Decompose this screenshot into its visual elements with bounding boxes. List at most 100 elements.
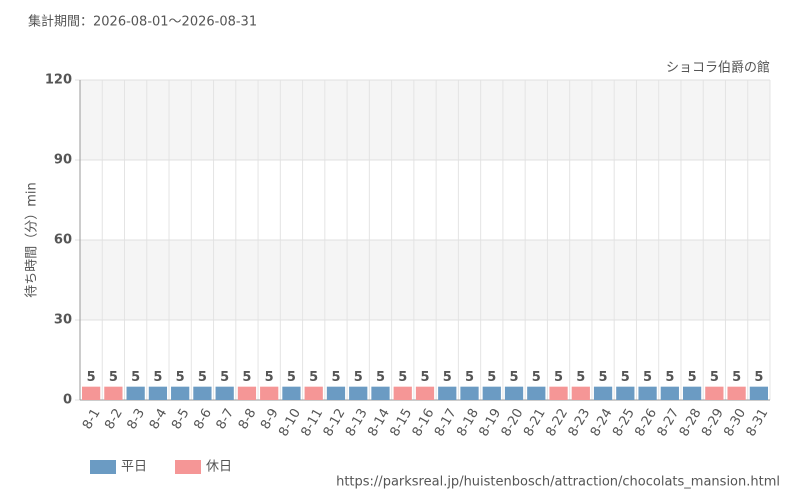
bar: [527, 386, 546, 400]
bar: [504, 386, 524, 400]
value-label: 5: [354, 370, 363, 385]
bar: [682, 386, 702, 400]
x-tick-label: 8-4: [147, 406, 171, 432]
x-tick-label: 8-24: [588, 406, 616, 439]
x-tick-label: 8-30: [721, 406, 749, 439]
value-label: 5: [376, 370, 385, 385]
bar: [660, 386, 679, 400]
y-tick-label: 90: [54, 153, 72, 168]
value-label: 5: [176, 370, 185, 385]
value-label: 5: [576, 370, 585, 385]
value-label: 5: [643, 370, 652, 385]
bar: [415, 386, 435, 400]
bar: [482, 386, 501, 400]
x-tick-label: 8-5: [169, 406, 193, 432]
chart-title: ショコラ伯爵の館: [666, 61, 770, 76]
x-tick-label: 8-28: [677, 406, 705, 439]
legend-label: 平日: [121, 460, 147, 475]
x-tick-label: 8-26: [632, 406, 660, 439]
bar: [749, 386, 768, 400]
x-tick-label: 8-20: [499, 406, 527, 439]
x-tick-label: 8-11: [298, 406, 326, 439]
source-url: https://parksreal.jp/huistenbosch/attrac…: [336, 475, 780, 490]
bar: [593, 386, 613, 400]
x-tick-label: 8-29: [699, 406, 727, 439]
bar: [638, 386, 657, 400]
x-tick-label: 8-14: [365, 406, 393, 439]
legend-swatch: [175, 460, 201, 474]
x-tick-label: 8-6: [191, 406, 215, 432]
value-label: 5: [287, 370, 296, 385]
x-tick-label: 8-31: [744, 406, 772, 439]
y-tick-label: 0: [63, 393, 72, 408]
value-label: 5: [487, 370, 496, 385]
x-tick-label: 8-27: [655, 406, 683, 439]
x-tick-label: 8-18: [454, 406, 482, 439]
x-tick-label: 8-3: [125, 406, 149, 432]
value-label: 5: [621, 370, 630, 385]
x-tick-label: 8-12: [321, 406, 349, 439]
bar: [104, 386, 123, 400]
value-label: 5: [554, 370, 563, 385]
x-tick-label: 8-2: [102, 406, 126, 432]
bar: [727, 386, 746, 400]
bar: [82, 386, 101, 400]
x-tick-label: 8-7: [214, 406, 238, 432]
value-label: 5: [220, 370, 229, 385]
x-tick-label: 8-21: [521, 406, 549, 439]
bar: [460, 386, 479, 400]
bar: [349, 386, 368, 400]
bar: [571, 386, 590, 400]
value-label: 5: [153, 370, 162, 385]
legend-label: 休日: [206, 460, 232, 475]
y-tick-label: 30: [54, 313, 72, 328]
x-tick-label: 8-8: [236, 406, 260, 432]
bar: [326, 386, 346, 400]
value-label: 5: [465, 370, 474, 385]
bar: [282, 386, 301, 400]
value-label: 5: [599, 370, 608, 385]
value-label: 5: [131, 370, 140, 385]
bar: [371, 386, 390, 400]
x-tick-label: 8-25: [610, 406, 638, 439]
value-label: 5: [443, 370, 452, 385]
value-label: 5: [420, 370, 429, 385]
value-label: 5: [87, 370, 96, 385]
bar: [260, 386, 279, 400]
bar: [616, 386, 635, 400]
value-label: 5: [732, 370, 741, 385]
chart-subtitle: 集計期間：2026-08-01～2026-08-31: [28, 14, 257, 30]
legend-swatch: [90, 460, 116, 474]
bar: [171, 386, 190, 400]
x-tick-label: 8-23: [566, 406, 594, 439]
value-label: 5: [242, 370, 251, 385]
bar: [215, 386, 234, 400]
value-label: 5: [265, 370, 274, 385]
bar: [193, 386, 212, 400]
x-tick-label: 8-17: [432, 406, 460, 439]
x-tick-label: 8-10: [276, 406, 304, 439]
bar: [304, 386, 323, 400]
value-label: 5: [532, 370, 541, 385]
value-label: 5: [754, 370, 763, 385]
value-label: 5: [398, 370, 407, 385]
y-tick-label: 60: [54, 233, 72, 248]
value-label: 5: [710, 370, 719, 385]
bar: [237, 386, 257, 400]
value-label: 5: [331, 370, 340, 385]
x-tick-label: 8-15: [387, 406, 415, 439]
bar: [705, 386, 724, 400]
x-tick-label: 8-16: [410, 406, 438, 439]
value-label: 5: [198, 370, 207, 385]
grid-band: [80, 240, 770, 320]
bar: [438, 386, 457, 400]
y-tick-label: 120: [45, 73, 72, 88]
value-label: 5: [510, 370, 519, 385]
x-tick-label: 8-19: [477, 406, 505, 439]
grid-band: [80, 80, 770, 160]
y-axis-label: 待ち時間（分）min: [25, 182, 40, 298]
value-label: 5: [688, 370, 697, 385]
bar: [126, 386, 145, 400]
bar: [549, 386, 568, 400]
